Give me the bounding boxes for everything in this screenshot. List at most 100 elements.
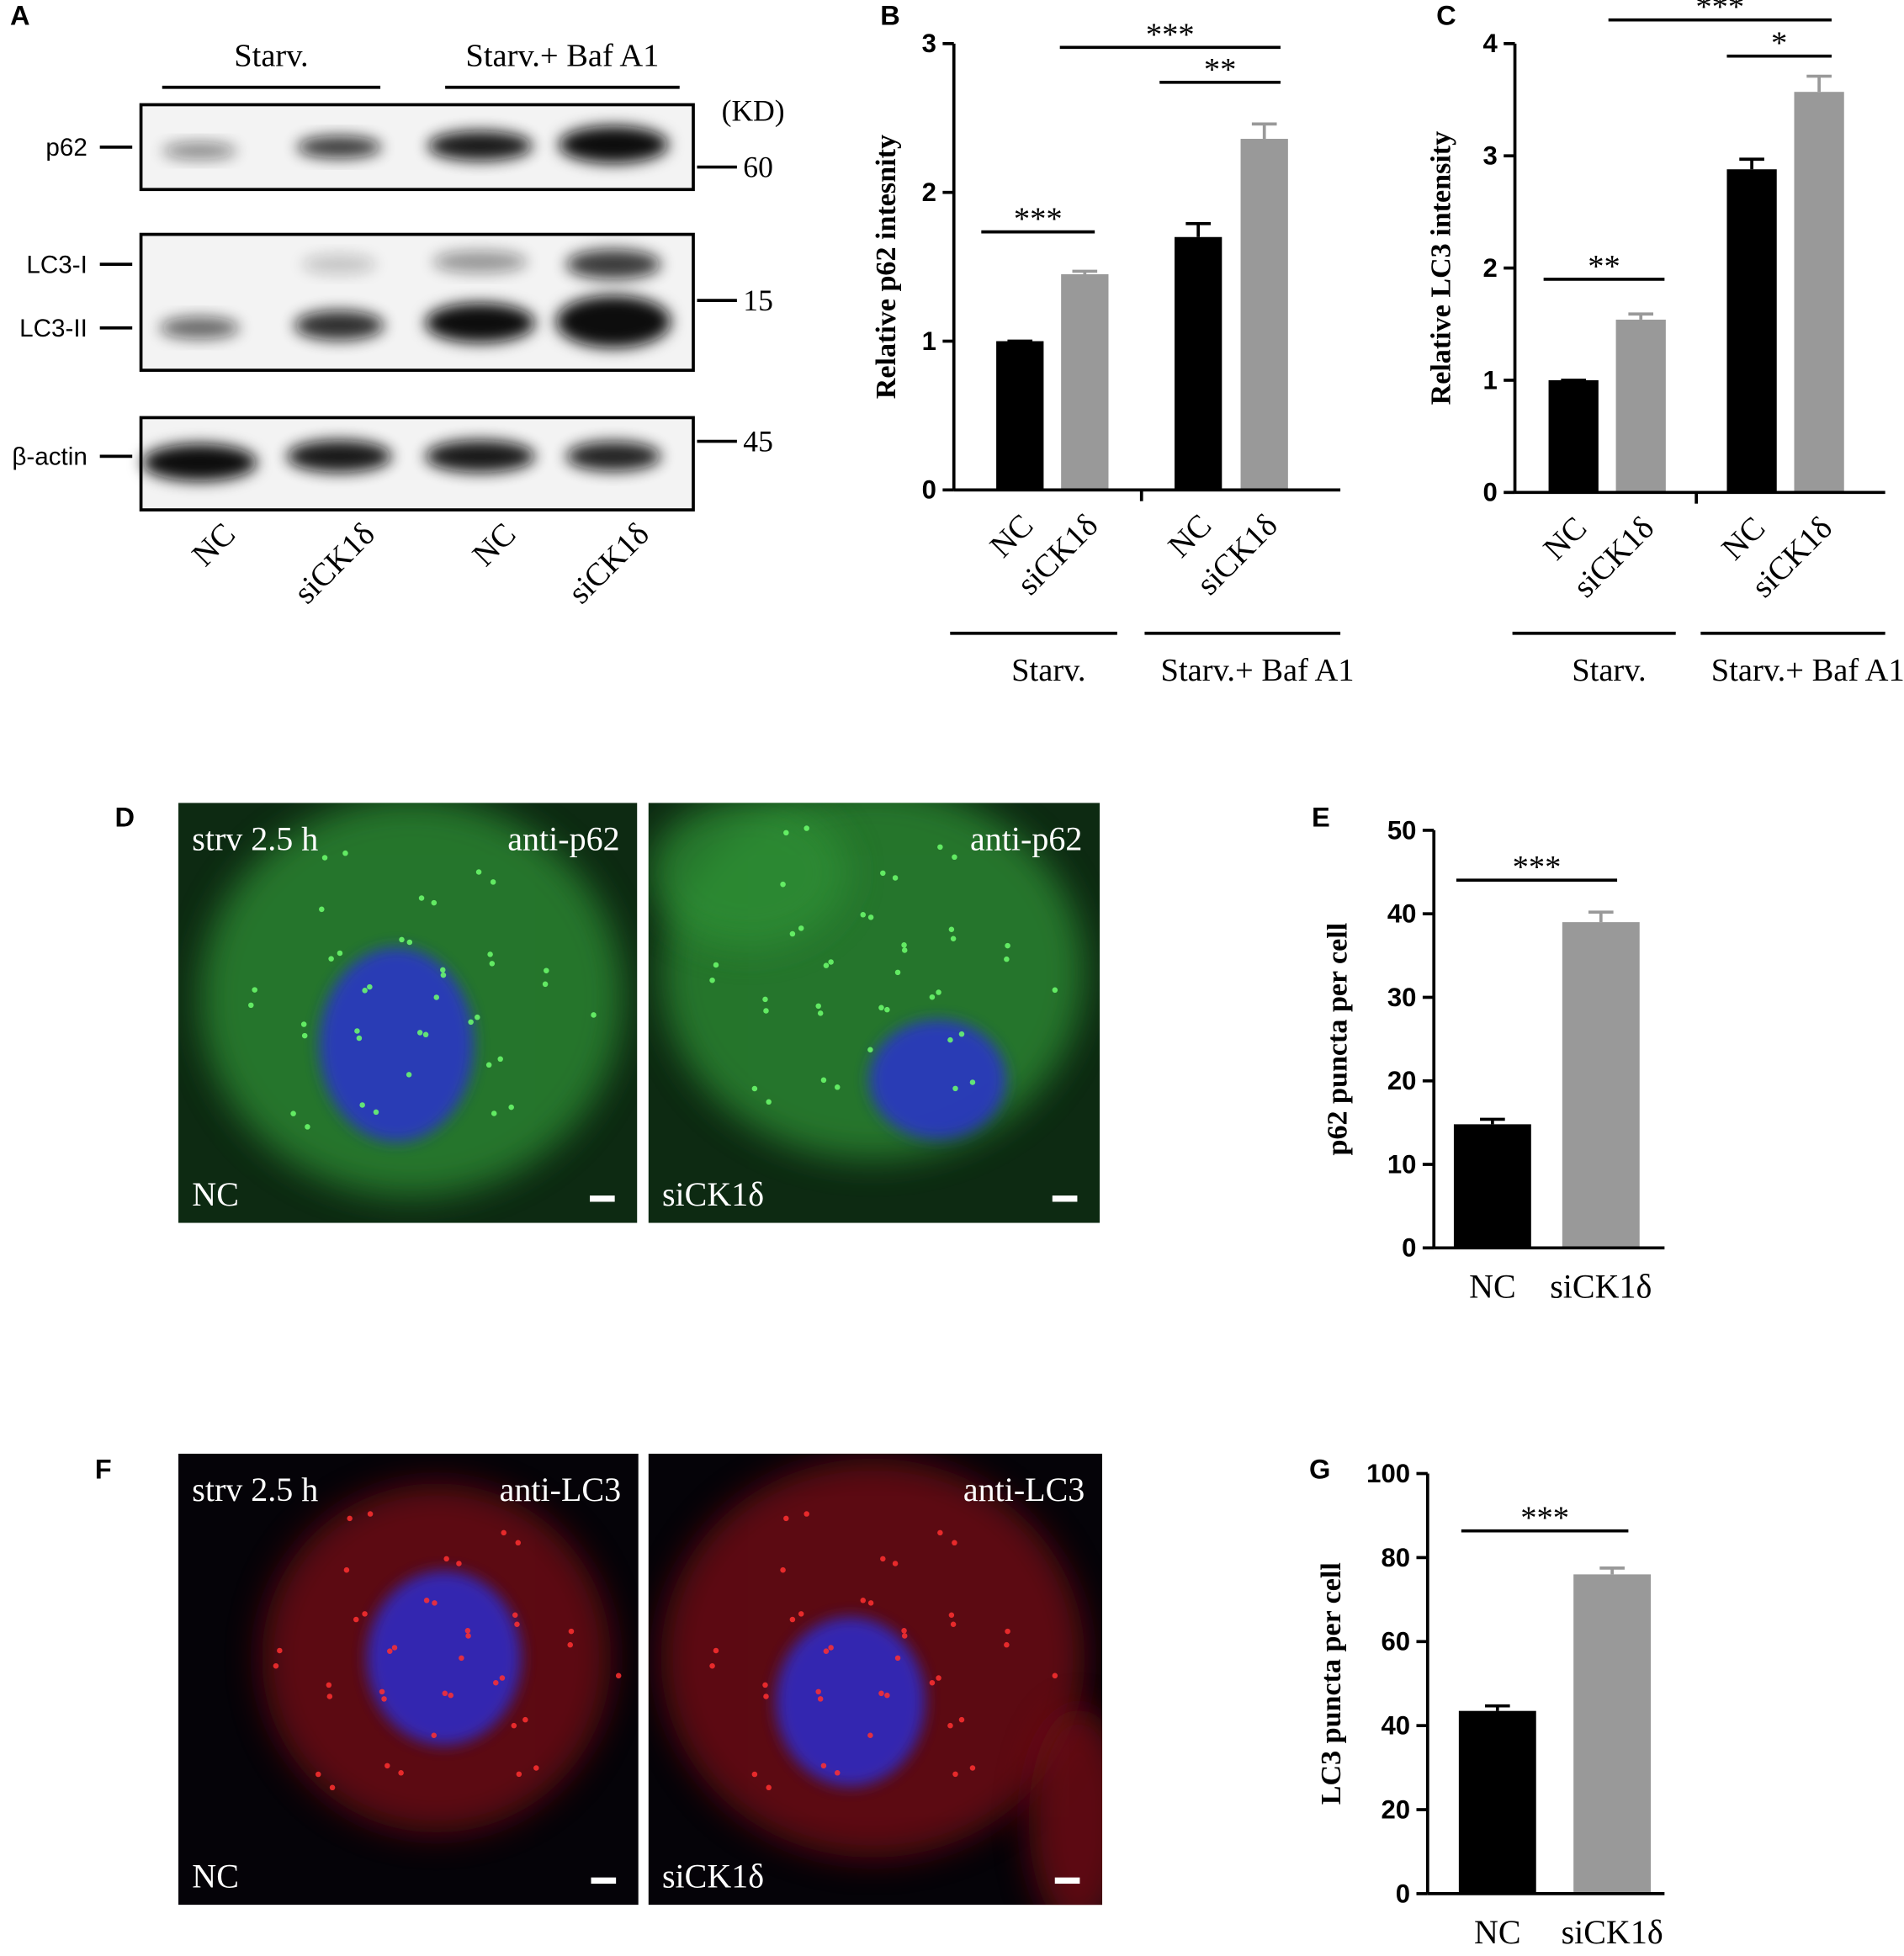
punctum xyxy=(522,1716,528,1723)
punctum xyxy=(418,895,425,901)
punctum xyxy=(475,869,482,875)
group-label: Starv.+ Baf A1 xyxy=(465,39,659,74)
punctum xyxy=(328,956,334,962)
punctum xyxy=(356,1035,363,1042)
blot-band xyxy=(162,141,237,160)
punctum xyxy=(713,962,719,968)
punctum xyxy=(443,1556,449,1562)
unit-label: (KD) xyxy=(722,94,785,128)
punctum xyxy=(337,950,343,957)
image-label: siCK1δ xyxy=(662,1857,764,1895)
blot-band xyxy=(286,440,392,473)
punctum xyxy=(326,1682,332,1688)
error-bar xyxy=(1251,122,1277,140)
punctum xyxy=(901,942,907,948)
punctum xyxy=(591,1012,597,1018)
significance-label: *** xyxy=(1520,1501,1569,1536)
blot-band xyxy=(427,130,533,162)
blot-band xyxy=(425,303,535,343)
punctum xyxy=(442,1690,448,1697)
bar xyxy=(1794,92,1844,493)
y-axis-label: LC3 puncta per cell xyxy=(1316,1562,1347,1805)
punctum xyxy=(379,1688,385,1695)
error-bar xyxy=(1806,74,1832,93)
punctum xyxy=(815,1003,821,1010)
punctum xyxy=(422,1031,429,1038)
punctum xyxy=(929,1679,936,1686)
punctum xyxy=(347,1515,353,1522)
bar xyxy=(1548,379,1599,493)
image-label: siCK1δ xyxy=(662,1175,764,1213)
punctum xyxy=(798,1611,804,1617)
y-tick-label: 0 xyxy=(1402,1233,1416,1263)
punctum xyxy=(499,1675,506,1681)
y-tick-label: 20 xyxy=(1387,1066,1417,1095)
punctum xyxy=(815,1688,821,1695)
group-label: Starv. xyxy=(1572,653,1646,688)
stain-label: anti-p62 xyxy=(507,820,619,858)
punctum xyxy=(567,1641,573,1648)
punctum xyxy=(828,1645,834,1651)
punctum xyxy=(763,1008,769,1014)
punctum xyxy=(1052,987,1058,994)
punctum xyxy=(763,1694,769,1699)
y-tick-label: 0 xyxy=(1396,1879,1410,1908)
punctum xyxy=(828,959,834,965)
panel-letter: G xyxy=(1309,1453,1330,1484)
scale-bar xyxy=(1052,1195,1078,1202)
punctum xyxy=(952,1540,957,1546)
bar xyxy=(996,341,1044,490)
punctum xyxy=(901,1628,907,1634)
punctum xyxy=(326,1694,333,1699)
micrograph xyxy=(178,803,638,1223)
error-bar xyxy=(1588,910,1614,923)
bar xyxy=(1061,273,1109,490)
punctum xyxy=(533,1765,539,1771)
significance-label: ** xyxy=(1204,52,1237,87)
micrograph xyxy=(648,1453,1103,1906)
punctum xyxy=(319,906,325,913)
punctum xyxy=(766,1099,772,1105)
marker-label: 60 xyxy=(743,150,773,183)
x-tick-label: NC xyxy=(1469,1268,1516,1306)
stain-label: anti-p62 xyxy=(970,820,1082,858)
y-tick-label: 20 xyxy=(1381,1794,1410,1824)
blot-band xyxy=(294,310,385,341)
cell-body xyxy=(1028,1708,1103,1906)
panel-letter: A xyxy=(10,0,30,31)
punctum xyxy=(952,1771,958,1778)
punctum xyxy=(1004,1641,1010,1648)
punctum xyxy=(867,1732,873,1739)
x-tick-label: siCK1δ xyxy=(1562,1913,1663,1951)
bar xyxy=(1453,1124,1531,1248)
punctum xyxy=(823,1648,830,1654)
punctum xyxy=(936,989,941,995)
punctum xyxy=(423,1598,430,1603)
punctum xyxy=(952,854,957,861)
bar xyxy=(1458,1710,1536,1894)
punctum xyxy=(321,855,328,861)
significance-label: *** xyxy=(1513,850,1562,885)
punctum xyxy=(834,1770,841,1776)
punctum xyxy=(315,1771,321,1778)
blot-band xyxy=(558,125,669,164)
y-tick-label: 30 xyxy=(1387,983,1417,1012)
punctum xyxy=(780,1566,786,1573)
punctum xyxy=(936,1675,941,1681)
y-tick-label: 4 xyxy=(1482,29,1498,58)
group-label: Starv.+ Baf A1 xyxy=(1711,653,1904,688)
punctum xyxy=(950,1621,957,1628)
punctum xyxy=(615,1672,622,1679)
punctum xyxy=(820,1077,827,1084)
punctum xyxy=(751,1085,758,1092)
punctum xyxy=(901,947,908,953)
blot-band xyxy=(565,441,661,472)
bar xyxy=(1240,139,1288,490)
error-bar xyxy=(1628,312,1654,320)
punctum xyxy=(817,1010,824,1016)
punctum xyxy=(789,930,796,937)
band-label: LC3-II xyxy=(19,315,88,342)
y-tick-label: 50 xyxy=(1387,815,1417,845)
y-tick-label: 2 xyxy=(922,178,936,207)
blot-band xyxy=(296,135,382,159)
